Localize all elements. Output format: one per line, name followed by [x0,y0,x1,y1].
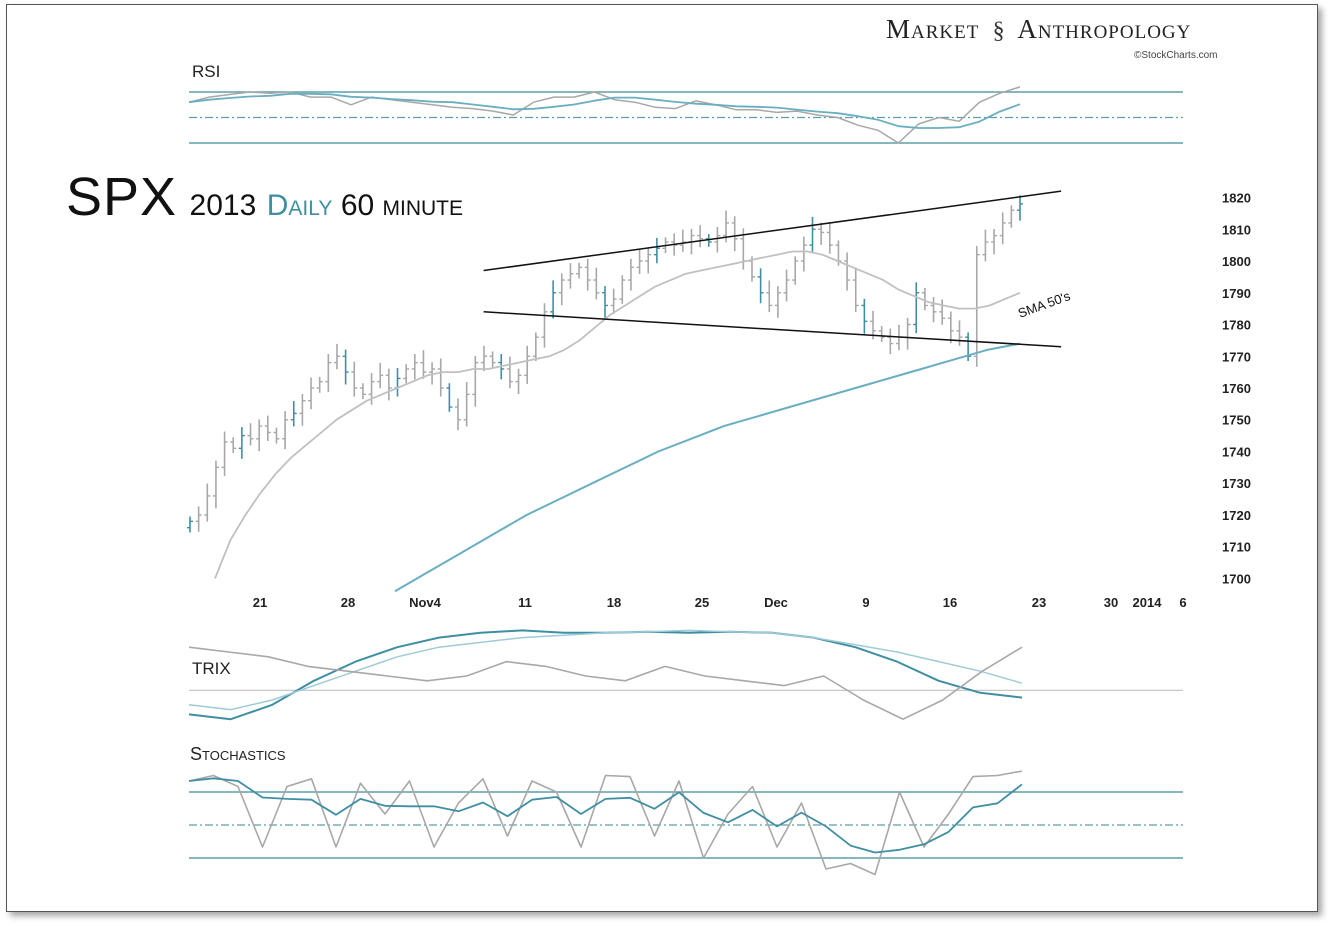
x-tick-label: Nov4 [409,595,442,610]
trendline-upper [483,190,1062,272]
y-tick-label: 1740 [1222,444,1251,459]
chart-title: SPX 2013 Daily 60 minute [66,166,463,228]
trix-series-line [188,629,1023,711]
y-tick-label: 1760 [1222,381,1251,396]
stoch-slow-line [188,777,1023,854]
title-interval: 60 minute [340,189,464,222]
x-tick-label: 25 [695,595,709,610]
copyright-notice: ©StockCharts.com [1134,50,1218,61]
y-tick-label: 1720 [1222,508,1251,523]
x-tick-label: 16 [943,595,957,610]
x-tick-label: 18 [607,595,621,610]
y-tick-label: 1770 [1222,349,1251,364]
brand-left: Market [886,14,980,44]
trendline-lower [483,311,1062,348]
dna-helix-icon: § [992,18,1006,44]
x-tick-label: 11 [518,595,532,610]
y-tick-label: 1810 [1222,222,1251,237]
sma-annotation: SMA 50's [1016,288,1073,321]
x-tick-label: 28 [341,595,355,610]
y-tick-label: 1700 [1222,571,1251,586]
y-tick-label: 1750 [1222,413,1251,428]
trix-series-line [188,646,1023,721]
title-daily: Daily [266,189,333,222]
y-tick-label: 1730 [1222,476,1251,491]
rsi-line [188,86,1021,144]
y-tick-label: 1780 [1222,318,1251,333]
stoch-fast-line [188,770,1023,876]
rsi-average-line [188,92,1021,129]
x-tick-label: 9 [862,595,869,610]
x-tick-label: 21 [253,595,267,610]
y-tick-label: 1790 [1222,286,1251,301]
x-tick-label: Dec [764,595,788,610]
trix-series-line [188,629,1023,721]
y-tick-label: 1800 [1222,254,1251,269]
x-tick-label: 6 [1179,595,1186,610]
x-tick-label: 2014 [1133,595,1163,610]
x-tick-label: 23 [1032,595,1046,610]
x-tick-label: 30 [1104,595,1118,610]
brand-logo: Market § Anthropology [886,14,1191,45]
stochastics-panel-label: Stochastics [190,744,286,764]
title-symbol: SPX [66,167,178,227]
y-tick-label: 1710 [1222,540,1251,555]
rsi-panel-label: RSI [192,62,221,81]
title-year: 2013 [189,189,257,222]
sma-fast-line [214,250,1021,579]
brand-right: Anthropology [1017,14,1192,44]
y-tick-label: 1820 [1222,191,1251,206]
sma-slow-line [394,342,1021,593]
trix-panel-label: TRIX [192,659,231,678]
